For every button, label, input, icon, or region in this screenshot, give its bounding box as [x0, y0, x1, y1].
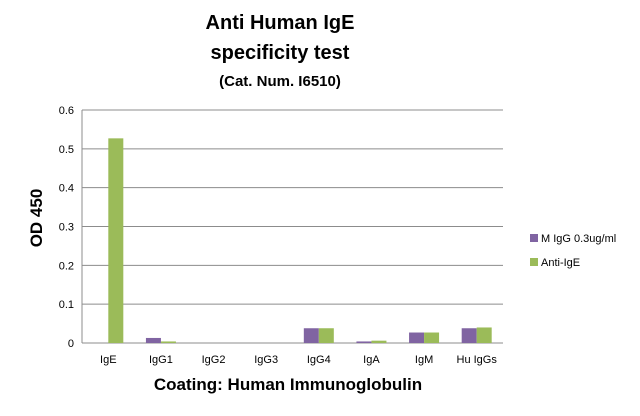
- y-tick-label: 0.6: [59, 105, 74, 117]
- x-tick-label: IgG2: [202, 354, 226, 366]
- x-tick-label: IgE: [100, 354, 117, 366]
- x-tick-label: IgM: [415, 354, 433, 366]
- bar: [356, 341, 372, 343]
- x-tick-label: IgA: [363, 354, 380, 366]
- chart-title-line-1: Anti Human IgE: [205, 12, 355, 34]
- bar: [108, 138, 124, 343]
- y-tick-label: 0: [68, 338, 74, 350]
- legend-swatch: [530, 258, 538, 266]
- legend-swatch: [530, 234, 538, 242]
- bar: [461, 328, 477, 343]
- bar: [476, 327, 492, 343]
- x-tick-label: IgG4: [307, 354, 331, 366]
- y-tick-label: 0.1: [59, 299, 74, 311]
- x-tick-label: Hu IgGs: [457, 354, 498, 366]
- bar: [371, 340, 387, 343]
- bar: [409, 332, 425, 343]
- legend-label: Anti-IgE: [541, 257, 580, 269]
- y-tick-label: 0.5: [59, 144, 74, 156]
- y-tick-label: 0.4: [59, 183, 74, 195]
- x-tick-label: IgG3: [254, 354, 278, 366]
- x-axis-label: Coating: Human Immunoglobulin: [154, 375, 422, 394]
- bar: [160, 341, 176, 343]
- bar: [318, 328, 334, 343]
- bar: [303, 328, 319, 343]
- chart-title-line-2: specificity test: [210, 42, 350, 64]
- bar: [145, 337, 161, 343]
- y-axis-label: OD 450: [27, 189, 46, 248]
- y-tick-label: 0.2: [59, 260, 74, 272]
- x-tick-label: IgG1: [149, 354, 173, 366]
- y-tick-label: 0.3: [59, 222, 74, 234]
- bar: [424, 332, 440, 343]
- chart-title-line-3: (Cat. Num. I6510): [219, 73, 341, 90]
- legend-label: M IgG 0.3ug/ml: [541, 233, 616, 245]
